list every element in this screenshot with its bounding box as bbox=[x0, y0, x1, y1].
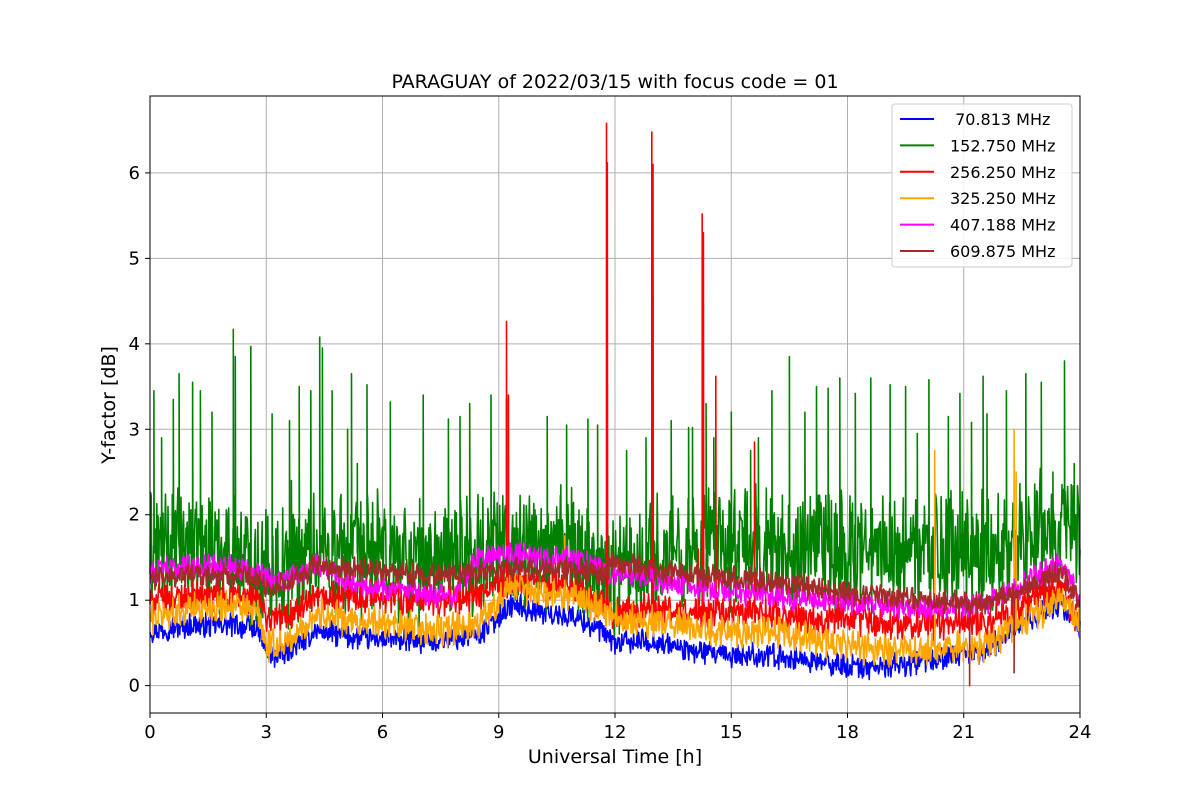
y-tick-label: 4 bbox=[129, 334, 140, 355]
x-tick-label: 6 bbox=[377, 722, 388, 743]
legend: 70.813 MHz 152.750 MHz 256.250 MHz 325.250 … bbox=[891, 103, 1073, 268]
series-line-2 bbox=[149, 122, 1081, 641]
y-tick-label: 5 bbox=[129, 248, 140, 269]
legend-label-5: 609.875 MHz bbox=[950, 242, 1055, 261]
plot-series bbox=[149, 122, 1081, 687]
y-tick-label: 3 bbox=[129, 419, 140, 440]
legend-label-2: 256.250 MHz bbox=[950, 163, 1055, 182]
x-axis-title: Universal Time [h] bbox=[528, 746, 702, 768]
x-tick-label: 18 bbox=[836, 722, 859, 743]
x-tick-label: 24 bbox=[1069, 722, 1092, 743]
x-tick-label: 9 bbox=[493, 722, 504, 743]
legend-box bbox=[891, 103, 1073, 268]
x-tick-label: 3 bbox=[261, 722, 272, 743]
x-tick-label: 21 bbox=[952, 722, 975, 743]
y-tick-label: 1 bbox=[129, 590, 140, 611]
x-tick-label: 12 bbox=[604, 722, 627, 743]
legend-label-4: 407.188 MHz bbox=[950, 216, 1055, 235]
series-line-3 bbox=[149, 428, 1081, 668]
x-axis: 0 3 6 9 12 15 18 21 24 bbox=[144, 713, 1091, 743]
series-line-5 bbox=[149, 552, 1081, 687]
series-line-1 bbox=[149, 328, 1081, 637]
legend-label-0: 70.813 MHz bbox=[950, 110, 1050, 129]
y-axis-title: Y-factor [dB] bbox=[98, 346, 120, 465]
chart-title: PARAGUAY of 2022/03/15 with focus code =… bbox=[391, 71, 838, 93]
y-tick-label: 6 bbox=[129, 163, 140, 184]
legend-label-3: 325.250 MHz bbox=[950, 189, 1055, 208]
x-tick-label: 15 bbox=[720, 722, 743, 743]
y-tick-label: 2 bbox=[129, 505, 140, 526]
x-tick-label: 0 bbox=[144, 722, 155, 743]
legend-label-1: 152.750 MHz bbox=[950, 136, 1055, 155]
y-axis: 0 1 2 3 4 5 6 bbox=[129, 163, 150, 697]
y-tick-label: 0 bbox=[129, 676, 140, 697]
